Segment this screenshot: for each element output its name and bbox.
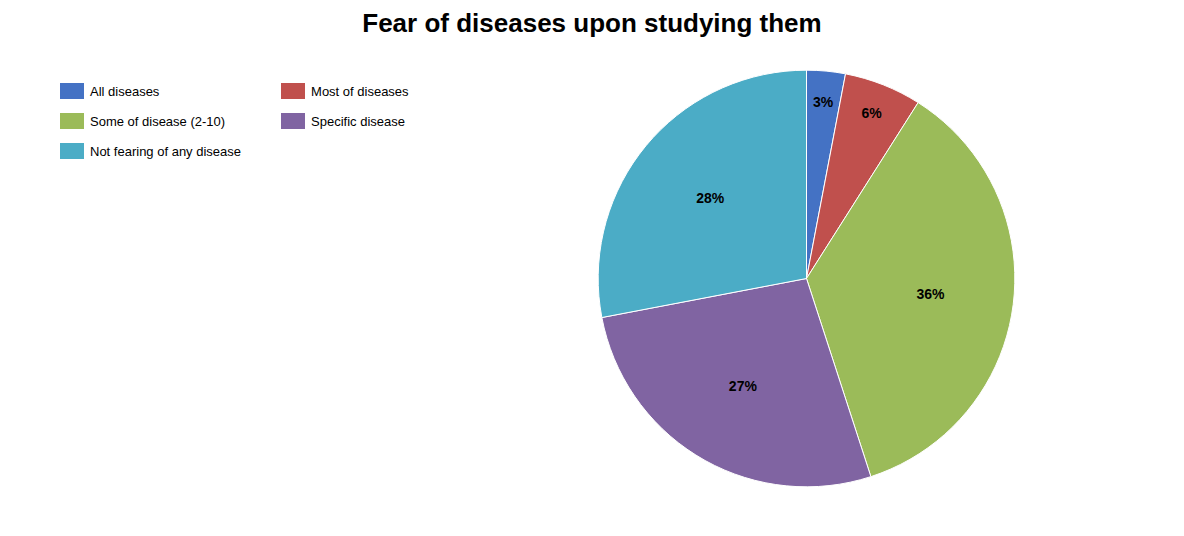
html-text:Fear of diseases upon studying: Fear of diseases upon studying them (362, 8, 822, 38)
html-text:Most of diseases: Most of diseases (311, 83, 409, 99)
svg-text:27%: 27% (729, 378, 758, 394)
svg-text:28%: 28% (696, 190, 725, 206)
html-text:Some of disease (2-10): Some of disease (2-10) (90, 113, 226, 129)
svg-text:6%: 6% (862, 105, 883, 121)
html-text:Not fearing of any disease: Not fearing of any disease (90, 143, 241, 159)
svg-text:36%: 36% (917, 286, 946, 302)
svg-text:3%: 3% (813, 94, 834, 110)
html-text:All diseases: All diseases (90, 83, 160, 99)
html-text:Specific disease: Specific disease (311, 113, 405, 129)
